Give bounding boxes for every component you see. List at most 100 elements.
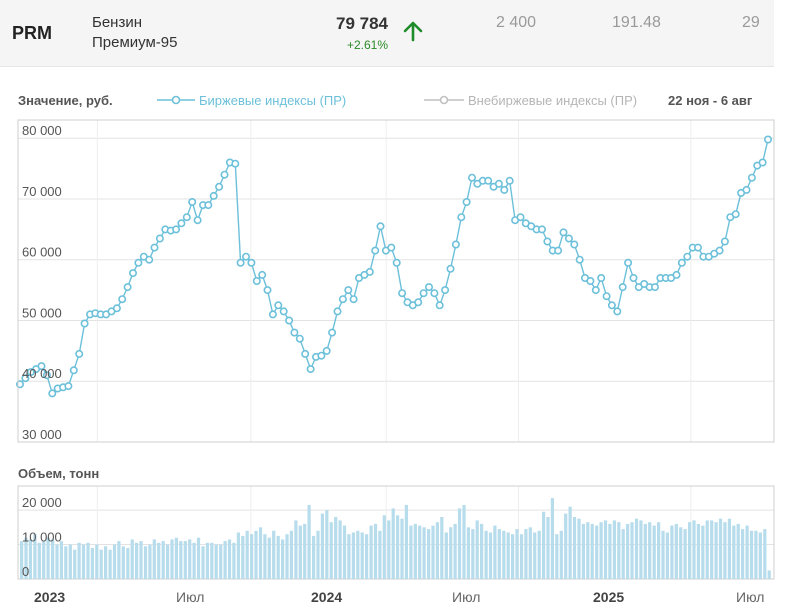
volume-bar[interactable] [73, 549, 77, 579]
volume-bar[interactable] [143, 546, 148, 579]
price-point[interactable] [462, 198, 471, 207]
volume-bar[interactable] [643, 523, 647, 579]
price-point[interactable] [188, 198, 197, 207]
price-point[interactable] [344, 286, 353, 295]
price-point[interactable] [118, 295, 127, 304]
volume-bar[interactable] [196, 537, 201, 579]
price-point[interactable] [322, 346, 331, 355]
price-point[interactable] [258, 270, 267, 279]
volume-bar[interactable] [396, 515, 400, 579]
price-point[interactable] [559, 228, 568, 237]
volume-bar[interactable] [24, 537, 28, 579]
volume-bar[interactable] [360, 532, 364, 580]
price-point[interactable] [236, 258, 245, 267]
price-point[interactable] [602, 292, 611, 301]
price-point[interactable] [37, 362, 46, 371]
volume-bar[interactable] [528, 527, 532, 579]
price-point[interactable] [597, 274, 606, 283]
price-point[interactable] [48, 389, 57, 398]
volume-bar[interactable] [382, 515, 386, 579]
volume-bar[interactable] [241, 535, 245, 579]
volume-bar[interactable] [117, 541, 121, 579]
price-point[interactable] [672, 270, 681, 279]
volume-bar[interactable] [289, 530, 294, 579]
volume-bar[interactable] [758, 532, 762, 580]
volume-bar[interactable] [329, 522, 333, 579]
price-point[interactable] [446, 264, 455, 273]
volume-bar[interactable] [462, 504, 466, 579]
volume-bar[interactable] [484, 530, 488, 579]
price-point[interactable] [677, 258, 686, 267]
volume-bar[interactable] [316, 530, 320, 579]
price-point[interactable] [209, 191, 218, 200]
price-point[interactable] [301, 349, 310, 358]
volume-bar[interactable] [550, 498, 555, 579]
price-point[interactable] [75, 349, 84, 358]
volume-bar[interactable] [564, 513, 568, 579]
volume-bar[interactable] [104, 546, 108, 579]
volume-bar[interactable] [161, 541, 165, 579]
volume-bar[interactable] [506, 532, 510, 580]
volume-bar[interactable] [427, 529, 431, 579]
price-point[interactable] [451, 240, 460, 249]
volume-bar[interactable] [595, 525, 599, 579]
volume-bar[interactable] [435, 522, 440, 579]
volume-bar[interactable] [338, 520, 342, 579]
volume-bar[interactable] [90, 548, 95, 579]
volume-bar[interactable] [254, 530, 258, 579]
volume-bar[interactable] [648, 522, 652, 579]
price-point[interactable] [500, 185, 509, 194]
price-point[interactable] [758, 158, 767, 167]
volume-bar[interactable] [665, 532, 670, 580]
volume-bar[interactable] [741, 529, 745, 579]
price-point[interactable] [333, 307, 342, 316]
price-point[interactable] [505, 176, 514, 185]
volume-bar[interactable] [28, 539, 33, 579]
volume-bar[interactable] [86, 542, 90, 579]
volume-bar[interactable] [727, 518, 732, 579]
volume-bar[interactable] [679, 527, 683, 579]
volume-bar[interactable] [696, 523, 701, 579]
volume-bar[interactable] [511, 534, 515, 579]
volume-bar[interactable] [281, 539, 285, 579]
volume-bar[interactable] [537, 530, 541, 579]
price-point[interactable] [586, 277, 595, 286]
volume-bar[interactable] [227, 539, 232, 579]
volume-bar[interactable] [546, 517, 550, 579]
price-point[interactable] [387, 243, 396, 252]
ticker-row[interactable]: PRM Бензин Премиум-95 79 784 +2.61% 2 40… [0, 0, 774, 67]
volume-bar[interactable] [356, 530, 360, 579]
volume-bar[interactable] [20, 541, 24, 579]
volume-bar[interactable] [365, 534, 369, 579]
volume-bar[interactable] [449, 527, 453, 579]
volume-bar[interactable] [152, 539, 156, 579]
price-point[interactable] [21, 374, 30, 383]
volume-bar[interactable] [81, 544, 86, 579]
volume-bar[interactable] [515, 529, 519, 579]
volume-bar[interactable] [767, 570, 771, 579]
volume-bar[interactable] [599, 522, 603, 579]
volume-bar[interactable] [639, 520, 643, 579]
price-point[interactable] [484, 176, 493, 185]
price-point[interactable] [290, 328, 299, 337]
volume-bar[interactable] [418, 525, 422, 579]
volume-bar[interactable] [210, 542, 214, 579]
volume-bar[interactable] [166, 544, 170, 579]
volume-bar[interactable] [303, 523, 307, 579]
price-point[interactable] [64, 382, 73, 391]
volume-bar[interactable] [37, 542, 41, 579]
volume-bar[interactable] [298, 525, 302, 579]
volume-bar[interactable] [192, 542, 196, 579]
volume-bar[interactable] [670, 525, 674, 579]
volume-bar[interactable] [674, 523, 678, 579]
volume-bar[interactable] [657, 522, 661, 579]
volume-bar[interactable] [320, 513, 325, 579]
price-point[interactable] [317, 351, 326, 360]
volume-bar[interactable] [294, 520, 298, 579]
volume-bar[interactable] [387, 520, 391, 579]
volume-bar[interactable] [183, 541, 187, 579]
volume-bar[interactable] [617, 522, 621, 579]
price-point[interactable] [242, 252, 251, 261]
price-point[interactable] [763, 135, 772, 144]
volume-bar[interactable] [497, 529, 501, 579]
